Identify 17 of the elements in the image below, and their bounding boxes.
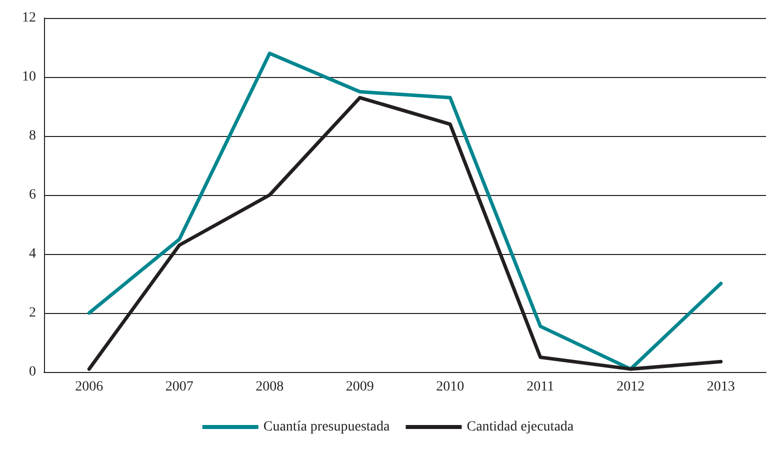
x-tick-label: 2010 bbox=[436, 380, 464, 394]
x-tick-label: 2013 bbox=[706, 380, 735, 394]
x-tick-label: 2008 bbox=[256, 380, 284, 394]
x-tick-label: 2007 bbox=[165, 380, 194, 394]
y-tick-label: 6 bbox=[29, 188, 36, 202]
x-tick-label: 2011 bbox=[526, 380, 554, 394]
y-tick-label: 10 bbox=[22, 70, 36, 84]
y-tick-label: 8 bbox=[29, 128, 36, 144]
x-tick-label: 2009 bbox=[346, 380, 374, 394]
legend-label: Cuantía presupuestada bbox=[263, 420, 391, 434]
x-tick-label: 2012 bbox=[616, 380, 645, 394]
y-tick-label: 0 bbox=[29, 364, 36, 380]
legend-label: Cantidad ejecutada bbox=[466, 420, 574, 434]
x-tick-label: 2006 bbox=[75, 380, 104, 394]
y-tick-label: 12 bbox=[22, 10, 36, 26]
y-tick-label: 2 bbox=[29, 306, 36, 320]
y-tick-label: 4 bbox=[29, 246, 36, 262]
